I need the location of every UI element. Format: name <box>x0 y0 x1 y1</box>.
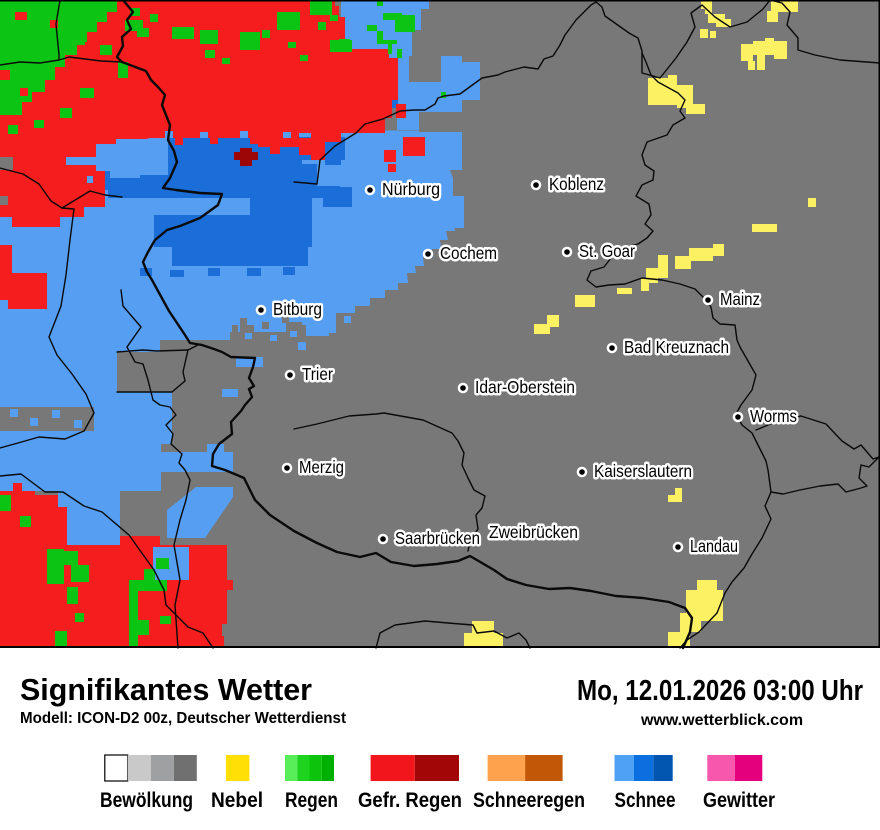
svg-text:Signifikantes Wetter: Signifikantes Wetter <box>20 672 312 707</box>
svg-text:Gefr. Regen: Gefr. Regen <box>358 789 462 812</box>
svg-text:Saarbrücken: Saarbrücken <box>395 528 480 548</box>
svg-text:Landau: Landau <box>690 536 738 556</box>
svg-text:Nürburg: Nürburg <box>382 179 440 199</box>
svg-text:St. Goar: St. Goar <box>579 241 635 261</box>
svg-text:Worms: Worms <box>750 406 797 426</box>
svg-text:Regen: Regen <box>285 789 338 812</box>
svg-text:Bitburg: Bitburg <box>273 299 322 319</box>
svg-text:www.wetterblick.com: www.wetterblick.com <box>640 712 803 729</box>
svg-text:Idar-Oberstein: Idar-Oberstein <box>475 377 575 397</box>
svg-text:Mainz: Mainz <box>720 289 760 309</box>
svg-text:Bewölkung: Bewölkung <box>100 789 193 812</box>
svg-text:Mo, 12.01.2026 03:00 Uhr: Mo, 12.01.2026 03:00 Uhr <box>577 675 863 707</box>
svg-text:Schneeregen: Schneeregen <box>473 789 585 812</box>
svg-text:Merzig: Merzig <box>299 457 344 477</box>
svg-text:Schnee: Schnee <box>615 789 676 812</box>
svg-text:Bad Kreuznach: Bad Kreuznach <box>624 337 729 357</box>
svg-text:Kaiserslautern: Kaiserslautern <box>594 461 692 481</box>
svg-text:Trier: Trier <box>302 364 333 384</box>
svg-text:Gewitter: Gewitter <box>703 789 775 812</box>
svg-text:Nebel: Nebel <box>211 789 263 812</box>
svg-text:Zweibrücken: Zweibrücken <box>489 522 578 542</box>
svg-text:Cochem: Cochem <box>440 243 497 263</box>
svg-text:Modell: ICON-D2 00z, Deutscher: Modell: ICON-D2 00z, Deutscher Wetterdie… <box>20 710 346 727</box>
svg-text:Koblenz: Koblenz <box>549 174 604 194</box>
